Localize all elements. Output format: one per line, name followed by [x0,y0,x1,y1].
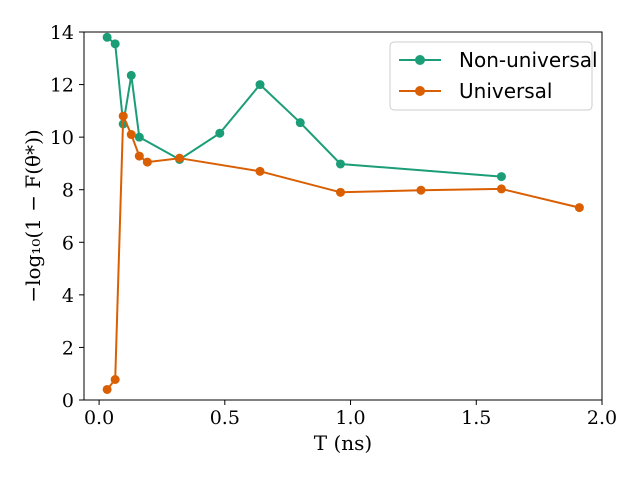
x-tick-label: 1.0 [335,407,365,429]
x-tick-label: 2.0 [587,407,617,429]
legend-entry-universal: Universal [399,79,552,103]
y-tick-label: 4 [62,285,74,307]
data-point-universal [416,185,426,195]
data-point-non-universal [110,39,120,49]
y-tick-label: 10 [50,127,74,149]
data-point-universal [496,184,506,194]
data-point-universal [118,111,128,121]
data-point-universal [126,130,136,140]
axes-frame [83,31,603,401]
data-point-universal [335,187,345,197]
legend-marker-non-universal [415,55,425,65]
legend-label-non-universal: Non-universal [459,48,598,72]
data-point-non-universal [102,32,112,42]
data-point-non-universal [215,128,225,138]
y-tick-label: 2 [62,337,74,359]
data-point-non-universal [496,172,506,182]
x-tick-label: 1.5 [461,407,491,429]
y-tick-label: 12 [50,75,74,97]
legend-entry-non-universal: Non-universal [399,48,598,72]
y-tick-label: 0 [62,390,74,412]
data-point-non-universal [295,118,305,128]
data-point-universal [175,153,185,163]
x-tick-label: 0.0 [84,407,114,429]
series-layer [102,32,584,394]
y-tick-label: 8 [62,180,74,202]
y-axis: 0 2 4 6 8 10 12 14 [50,22,84,412]
x-axis-label: T (ns) [314,431,372,455]
data-point-non-universal [335,159,345,169]
x-axis: 0.0 0.5 1.0 1.5 2.0 [84,400,617,429]
legend-marker-universal [415,86,425,96]
series-universal [102,111,584,394]
y-tick-label: 14 [50,22,74,44]
data-point-universal [102,384,112,394]
y-axis-label: −log₁₀(1 − F(θ*)) [21,129,45,302]
data-point-non-universal [255,80,265,90]
data-point-non-universal [134,132,144,142]
legend-label-universal: Universal [459,79,552,103]
data-point-universal [110,374,120,384]
data-point-universal [134,151,144,161]
data-point-non-universal [126,70,136,80]
x-tick-label: 0.5 [210,407,240,429]
data-point-universal [574,203,584,213]
y-tick-label: 6 [62,232,74,254]
series-line-universal [106,115,580,391]
data-point-universal [142,157,152,167]
legend: Non-universal Universal [389,41,598,111]
data-point-universal [255,166,265,176]
